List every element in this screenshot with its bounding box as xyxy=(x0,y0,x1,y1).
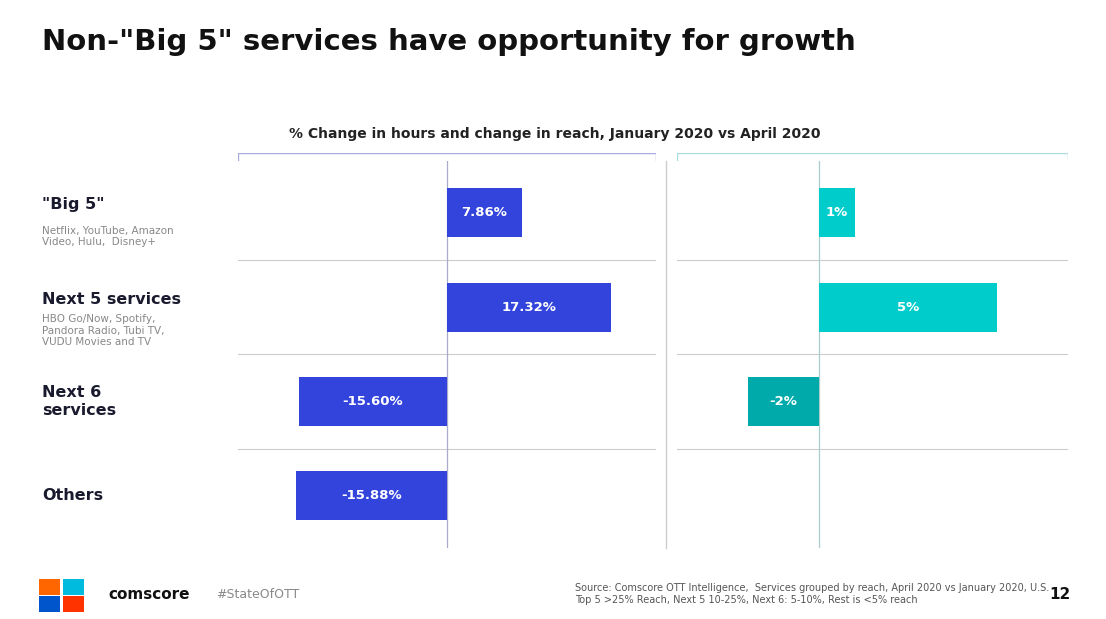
Bar xyxy=(299,377,447,426)
Text: Next 6
services: Next 6 services xyxy=(42,386,116,418)
Text: Source: Comscore OTT Intelligence,  Services grouped by reach, April 2020 vs Jan: Source: Comscore OTT Intelligence, Servi… xyxy=(575,584,1050,605)
Text: 1%: 1% xyxy=(826,206,848,219)
Bar xyxy=(447,283,612,332)
Bar xyxy=(296,472,447,521)
Bar xyxy=(39,596,60,612)
Text: 17.32%: 17.32% xyxy=(502,301,556,314)
Text: 5%: 5% xyxy=(897,301,919,314)
Text: "Big 5": "Big 5" xyxy=(42,197,105,212)
Text: #StateOfOTT: #StateOfOTT xyxy=(216,587,299,601)
Text: 7.86%: 7.86% xyxy=(461,206,508,219)
Text: -2%: -2% xyxy=(770,395,797,408)
Text: -15.88%: -15.88% xyxy=(341,490,401,503)
Bar xyxy=(447,188,522,237)
Text: Others: Others xyxy=(42,488,103,503)
Text: HBO Go/Now, Spotify,
Pandora Radio, Tubi TV,
VUDU Movies and TV: HBO Go/Now, Spotify, Pandora Radio, Tubi… xyxy=(42,314,165,347)
Bar xyxy=(63,596,84,612)
Bar xyxy=(63,579,84,594)
Text: % CHANGE IN HOURS PER HOUSEHOLD BY OTT SERVICE REACH: % CHANGE IN HOURS PER HOUSEHOLD BY OTT S… xyxy=(247,163,599,173)
Text: comscore: comscore xyxy=(108,587,190,602)
Bar xyxy=(820,188,855,237)
Text: Next 5 services: Next 5 services xyxy=(42,292,181,306)
Text: -15.60%: -15.60% xyxy=(343,395,403,408)
Bar xyxy=(39,579,60,594)
Text: Netflix, YouTube, Amazon
Video, Hulu,  Disney+: Netflix, YouTube, Amazon Video, Hulu, Di… xyxy=(42,225,174,247)
Text: % Change in hours and change in reach, January 2020 vs April 2020: % Change in hours and change in reach, J… xyxy=(290,127,821,141)
Text: Non-"Big 5" services have opportunity for growth: Non-"Big 5" services have opportunity fo… xyxy=(42,28,856,56)
Bar xyxy=(820,283,998,332)
Text: 12: 12 xyxy=(1050,587,1071,602)
Bar xyxy=(748,377,820,426)
Text: ABSOLUTE CHANGE IN REACH, BY OTT SERVICE REACH: ABSOLUTE CHANGE IN REACH, BY OTT SERVICE… xyxy=(685,163,990,173)
